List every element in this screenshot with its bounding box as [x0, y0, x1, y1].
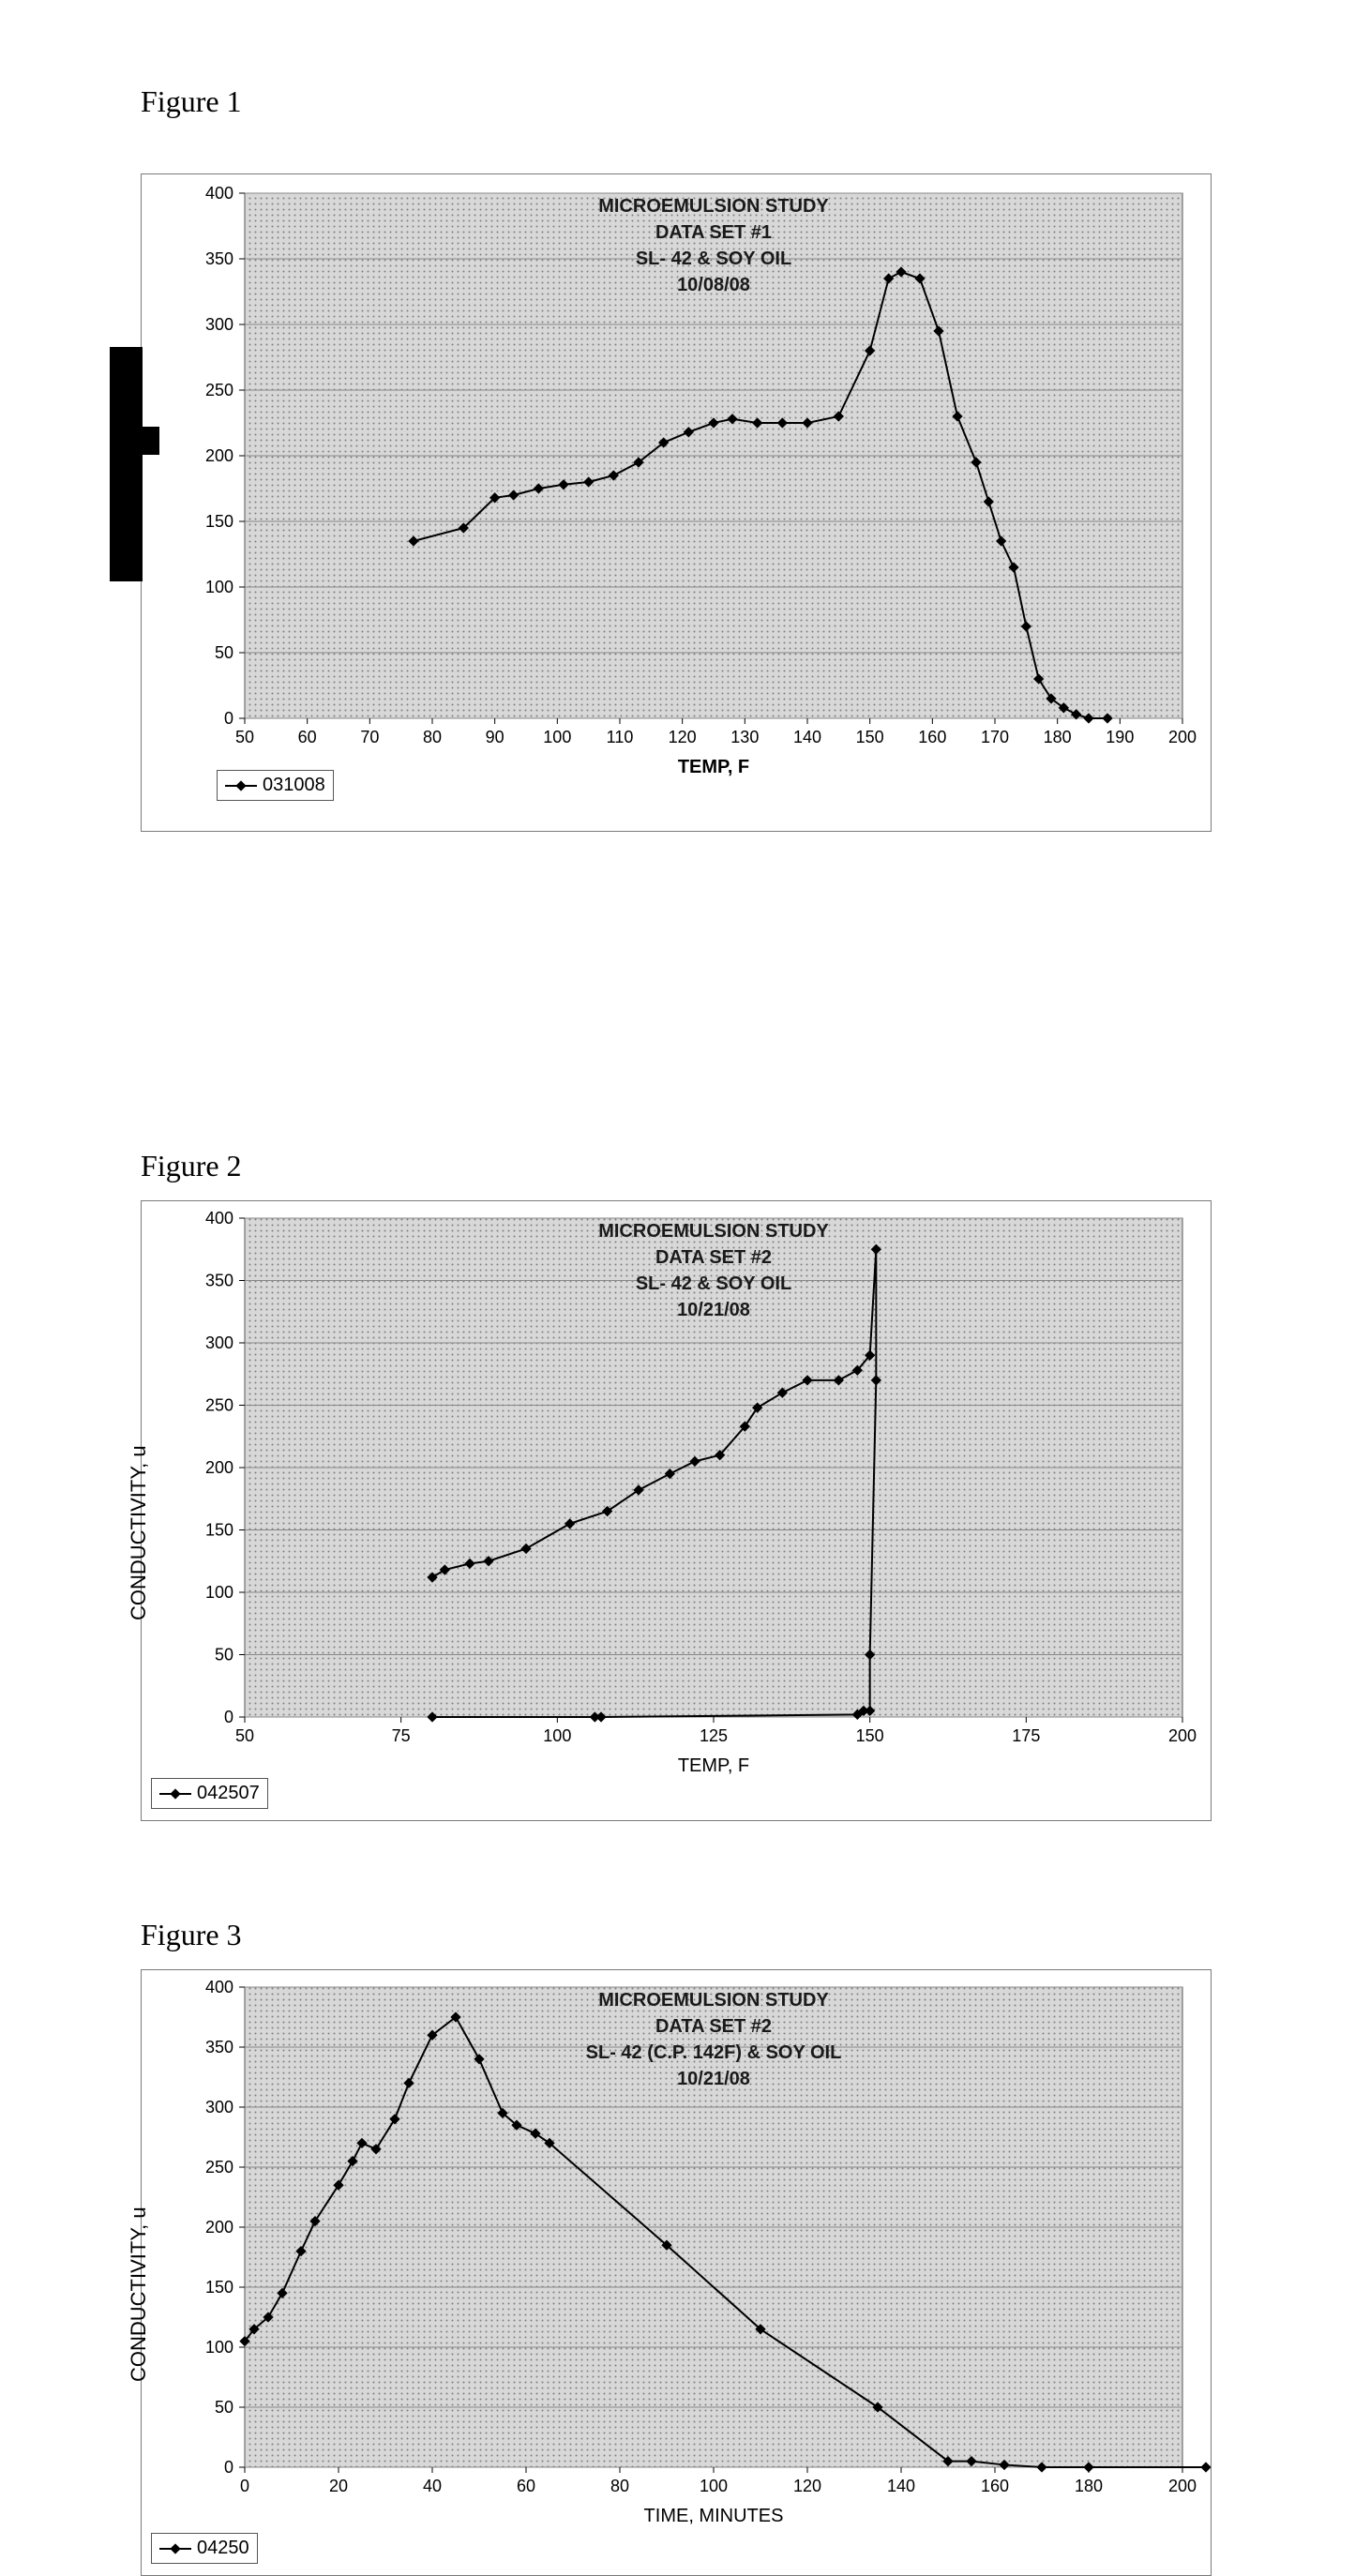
- legend-label: 031008: [263, 775, 325, 796]
- svg-text:150: 150: [856, 728, 884, 746]
- legend-label: 04250: [197, 2538, 249, 2559]
- svg-text:200: 200: [1168, 728, 1197, 746]
- legend: 042507: [151, 1778, 268, 1809]
- svg-text:50: 50: [215, 1646, 233, 1665]
- svg-text:300: 300: [205, 2098, 233, 2117]
- svg-text:DATA SET #2: DATA SET #2: [655, 2016, 772, 2037]
- svg-text:50: 50: [215, 2398, 233, 2417]
- svg-text:140: 140: [887, 2477, 915, 2495]
- figure2-chart: 0501001502002503003504005075100125150175…: [141, 1200, 1212, 1821]
- svg-text:100: 100: [205, 578, 233, 596]
- svg-text:160: 160: [981, 2477, 1009, 2495]
- svg-text:250: 250: [205, 1396, 233, 1415]
- svg-text:150: 150: [856, 1726, 884, 1745]
- svg-text:300: 300: [205, 315, 233, 334]
- svg-text:190: 190: [1106, 728, 1134, 746]
- svg-text:180: 180: [1075, 2477, 1103, 2495]
- svg-text:50: 50: [235, 1726, 254, 1745]
- svg-text:170: 170: [981, 728, 1009, 746]
- svg-text:60: 60: [298, 728, 317, 746]
- svg-text:10/21/08: 10/21/08: [677, 2069, 750, 2089]
- svg-text:400: 400: [205, 184, 233, 203]
- figure1-chart: 0501001502002503003504005060708090100110…: [141, 173, 1212, 832]
- legend-marker-icon: [159, 2548, 191, 2550]
- svg-text:TIME, MINUTES: TIME, MINUTES: [644, 2506, 784, 2526]
- legend: 031008: [217, 770, 334, 801]
- svg-text:350: 350: [205, 249, 233, 268]
- svg-text:100: 100: [543, 728, 571, 746]
- svg-text:50: 50: [235, 728, 254, 746]
- svg-text:SL- 42 & SOY OIL: SL- 42 & SOY OIL: [636, 1273, 791, 1294]
- svg-text:160: 160: [918, 728, 946, 746]
- svg-text:50: 50: [215, 643, 233, 662]
- svg-text:MICROEMULSION STUDY: MICROEMULSION STUDY: [598, 196, 829, 217]
- figure1-ylabel-blackbar: [110, 347, 143, 581]
- svg-text:0: 0: [224, 1708, 233, 1726]
- svg-text:TEMP, F: TEMP, F: [678, 757, 749, 777]
- figure3-label: Figure 3: [141, 1918, 242, 1952]
- svg-text:300: 300: [205, 1333, 233, 1352]
- svg-text:70: 70: [360, 728, 379, 746]
- svg-text:175: 175: [1012, 1726, 1040, 1745]
- svg-text:SL- 42 (C.P. 142F) & SOY OIL: SL- 42 (C.P. 142F) & SOY OIL: [586, 2042, 842, 2063]
- legend-marker-icon: [159, 1793, 191, 1795]
- svg-text:350: 350: [205, 2038, 233, 2056]
- svg-text:200: 200: [1168, 1726, 1197, 1745]
- svg-text:120: 120: [669, 728, 697, 746]
- svg-text:100: 100: [205, 1583, 233, 1602]
- legend-label: 042507: [197, 1783, 260, 1804]
- svg-text:DATA SET #2: DATA SET #2: [655, 1247, 772, 1268]
- svg-text:10/21/08: 10/21/08: [677, 1300, 750, 1320]
- svg-text:DATA SET #1: DATA SET #1: [655, 222, 772, 243]
- figure3-ylabel: CONDUCTIVITY, u: [127, 2207, 151, 2382]
- svg-text:0: 0: [224, 2458, 233, 2477]
- figure2-ylabel: CONDUCTIVITY, u: [127, 1445, 151, 1620]
- legend: 04250: [151, 2533, 258, 2564]
- svg-text:200: 200: [1168, 2477, 1197, 2495]
- figure3-chart: 0 50 100 150 200 250 300 350 400 0 20 40 60 80 100 120 1…: [141, 1969, 1212, 2576]
- svg-text:90: 90: [486, 728, 504, 746]
- svg-text:350: 350: [205, 1272, 233, 1290]
- svg-text:400: 400: [205, 1209, 233, 1228]
- svg-text:75: 75: [392, 1726, 411, 1745]
- figure1-ylabel-blackbox: [143, 427, 159, 455]
- figure2-label: Figure 2: [141, 1149, 242, 1183]
- svg-text:110: 110: [607, 728, 634, 746]
- svg-text:125: 125: [700, 1726, 728, 1745]
- svg-text:130: 130: [730, 728, 759, 746]
- svg-text:150: 150: [205, 512, 233, 531]
- figure1-label: Figure 1: [141, 84, 242, 119]
- svg-text:0: 0: [224, 709, 233, 728]
- svg-text:SL- 42 & SOY OIL: SL- 42 & SOY OIL: [636, 249, 791, 269]
- svg-text:100: 100: [205, 2338, 233, 2357]
- svg-text:10/08/08: 10/08/08: [677, 275, 750, 295]
- svg-text:180: 180: [1044, 728, 1072, 746]
- svg-text:MICROEMULSION STUDY: MICROEMULSION STUDY: [598, 1221, 829, 1242]
- svg-text:200: 200: [205, 2218, 233, 2237]
- svg-text:40: 40: [423, 2477, 442, 2495]
- svg-text:250: 250: [205, 381, 233, 399]
- page: Figure 1 0501001502002503003504005060708…: [0, 0, 1370, 2576]
- svg-text:100: 100: [700, 2477, 728, 2495]
- svg-text:150: 150: [205, 2278, 233, 2297]
- svg-text:150: 150: [205, 1521, 233, 1540]
- svg-text:20: 20: [329, 2477, 348, 2495]
- svg-text:MICROEMULSION STUDY: MICROEMULSION STUDY: [598, 1990, 829, 2011]
- legend-marker-icon: [225, 785, 257, 787]
- svg-text:140: 140: [793, 728, 821, 746]
- svg-text:120: 120: [793, 2477, 821, 2495]
- svg-text:200: 200: [205, 446, 233, 465]
- svg-text:250: 250: [205, 2158, 233, 2177]
- svg-text:80: 80: [610, 2477, 629, 2495]
- svg-text:80: 80: [423, 728, 442, 746]
- svg-text:TEMP, F: TEMP, F: [678, 1755, 749, 1776]
- svg-text:400: 400: [205, 1978, 233, 1996]
- svg-text:100: 100: [543, 1726, 571, 1745]
- svg-text:60: 60: [517, 2477, 535, 2495]
- svg-text:200: 200: [205, 1458, 233, 1477]
- svg-text:0: 0: [240, 2477, 249, 2495]
